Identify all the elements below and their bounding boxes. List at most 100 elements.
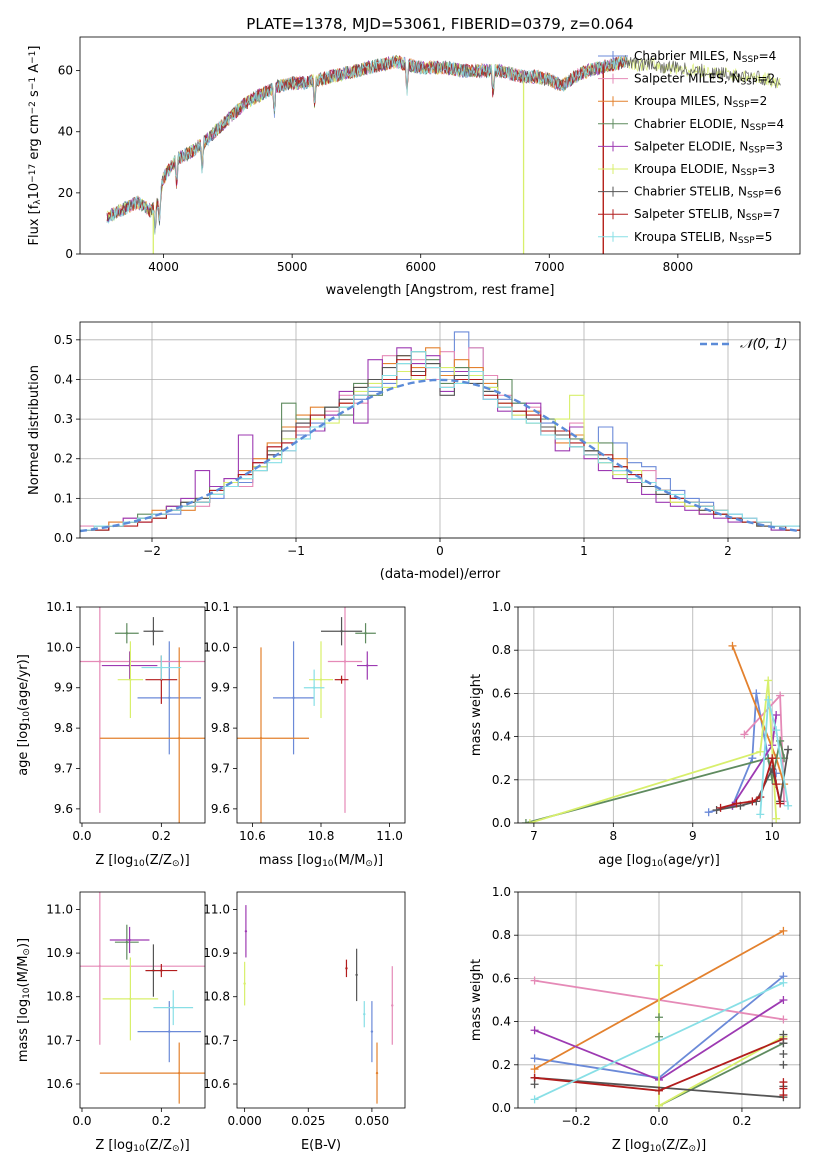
- spectrum-ylabel-part: Flux [f: [27, 204, 42, 245]
- z-weight-xlabel-part: Z [log: [612, 1138, 650, 1153]
- age-weight-ytick-label: 0.2: [492, 773, 511, 787]
- spectrum-ylabel-part: −1: [28, 77, 38, 90]
- spectrum-legend-label: Chabrier STELIB, NSSP=6: [634, 185, 782, 201]
- mass-age-xtick-label: 10.8: [308, 829, 335, 843]
- age-weight-marker: [784, 745, 793, 754]
- spectrum-legend-label-part: =2: [750, 94, 768, 108]
- z-weight-ytick-label: 0.2: [492, 1058, 511, 1072]
- age-weight-ytick-label: 0.0: [492, 816, 511, 830]
- spectrum-legend-label-part: Chabrier ELODIE, N: [634, 117, 750, 131]
- age-weight-marker: [764, 676, 773, 685]
- spectrum-legend-label-part: Salpeter STELIB, N: [634, 207, 746, 221]
- z-weight-marker: [779, 926, 788, 935]
- mass-age-xlabel-part: 10: [322, 859, 334, 869]
- z-age-frame: [79, 606, 206, 824]
- mass-age-frame: [236, 606, 406, 824]
- z-age-point: [168, 696, 171, 700]
- mass-age-xlabel-part: mass [log: [259, 853, 322, 868]
- z-weight-series-kroupa-stelib: [534, 981, 784, 1101]
- spectrum-ylabel-part: −1: [28, 51, 38, 64]
- age-weight-marker: [732, 799, 741, 808]
- z-mass-frame: [79, 891, 206, 1109]
- z-age-ytick-label: 9.6: [54, 802, 73, 816]
- mass-age-xlabel-part: (M/M: [334, 853, 366, 868]
- age-weight-xlabel-part: (age/yr)]: [663, 853, 720, 868]
- spectrum-model-kroupa-stelib: [106, 55, 627, 235]
- spectrum-xtick-label: 8000: [663, 260, 694, 274]
- z-mass-point: [129, 997, 132, 1001]
- mass-age-xtick-label: 11.0: [376, 829, 403, 843]
- age-weight-marker: [716, 803, 725, 812]
- z-age-xlabel: Z [log10(Z/Z⊙)]: [95, 853, 189, 869]
- z-weight-extra-marker: [779, 1060, 788, 1069]
- age-weight-ylabel: mass weight: [469, 674, 484, 756]
- age-weight-marker: [776, 691, 785, 700]
- spectrum-ylabel: Flux [fλ10−17 erg cm−2 s−1 A−1]: [27, 46, 43, 246]
- histogram-xtick-label: 0: [436, 544, 444, 558]
- z-age-ytick-label: 9.9: [54, 681, 73, 695]
- z-age-xlabel-part: )]: [180, 853, 190, 868]
- age-weight-xlabel-part: 10: [651, 859, 663, 869]
- age-weight-marker: [521, 819, 530, 823]
- ebv-mass-point: [363, 1012, 366, 1016]
- histogram-xtick-label: −1: [287, 544, 305, 558]
- mass-age-ytick-label: 9.7: [211, 761, 230, 775]
- histogram-xlabel: (data-model)/error: [380, 567, 501, 582]
- spectrum-legend-label-part: SSP: [746, 213, 763, 223]
- age-weight-ytick-label: 0.8: [492, 643, 511, 657]
- age-weight-marker: [752, 689, 761, 698]
- z-age-xlabel-part: (Z/Z: [145, 853, 172, 868]
- spectrum-xtick-label: 7000: [534, 260, 565, 274]
- age-weight-plot-area: [521, 641, 793, 823]
- age-weight-marker: [772, 780, 781, 789]
- z-age-point: [129, 678, 132, 681]
- spectrum-legend-label-part: Kroupa STELIB, N: [634, 230, 738, 244]
- z-mass-point: [128, 938, 131, 942]
- age-weight-ytick-label: 1.0: [492, 600, 511, 614]
- mass-age-ytick-label: 9.8: [211, 721, 230, 735]
- mass-age-panel: 10.6 10.8 11.0 9.6 9.7 9.8 9.9 10.0 10.1 mass [lo…: [203, 600, 406, 869]
- z-mass-ytick-label: 10.6: [46, 1077, 73, 1091]
- z-mass-xlabel-part: )]: [180, 1138, 190, 1153]
- z-age-ytick-label: 10.0: [46, 640, 73, 654]
- z-mass-ylabel-part: mass [log: [16, 999, 31, 1062]
- spectrum-legend-label-part: =7: [763, 207, 781, 221]
- spectrum-ylabel-part: erg cm: [27, 114, 42, 163]
- spectrum-legend-label-part: SSP: [748, 146, 765, 156]
- histogram-xtick-label: 2: [724, 544, 732, 558]
- age-weight-frame: [517, 606, 801, 824]
- histogram-xtick-label: −2: [143, 544, 161, 558]
- spectrum-ylabel-part: λ: [33, 199, 43, 205]
- spectrum-legend-label-part: SSP: [738, 236, 755, 246]
- z-mass-panel: 0.0 0.210.610.710.810.911.0Z [log10(Z/Z⊙)…: [16, 891, 206, 1154]
- z-mass-ytick-label: 11.0: [46, 902, 73, 916]
- histogram-frame: [79, 321, 801, 539]
- mass-age-point: [319, 678, 323, 681]
- z-age-xlabel-part: ⊙: [172, 859, 180, 869]
- mass-age-xlabel: mass [log10(M/M⊙)]: [259, 853, 383, 869]
- age-weight-series-kroupa-elodie: [529, 680, 778, 823]
- spectrum-legend-label-part: Salpeter ELODIE, N: [634, 139, 748, 153]
- ebv-mass-point: [355, 973, 358, 977]
- spectrum-ytick-label: 60: [58, 64, 73, 78]
- spectrum-xtick-label: 6000: [405, 260, 436, 274]
- z-age-point: [98, 660, 102, 663]
- z-age-panel: 0.0 0.29.69.79.89.910.010.1Z [log10(Z/Z⊙)…: [16, 600, 206, 869]
- spectrum-legend-label-part: =5: [755, 230, 773, 244]
- z-weight-xtick-label: 0.2: [732, 1114, 751, 1128]
- z-mass-ytick-label: 10.8: [46, 990, 73, 1004]
- ebv-mass-xlabel: E(B-V): [301, 1138, 341, 1153]
- histogram-ytick-label: 0.4: [54, 372, 73, 386]
- z-age-ytick-label: 9.7: [54, 761, 73, 775]
- z-weight-xlabel-part: )]: [696, 1138, 706, 1153]
- age-weight-marker: [740, 730, 749, 739]
- age-weight-marker: [525, 819, 534, 823]
- z-weight-marker: [655, 1101, 663, 1108]
- spectrum-ytick-label: 40: [58, 125, 73, 139]
- spectrum-legend-label-part: Kroupa MILES, N: [634, 94, 733, 108]
- z-age-point: [160, 666, 163, 669]
- mass-age-point: [366, 664, 369, 667]
- age-weight-xtick-label: 9: [689, 829, 697, 843]
- histogram-xtick-label: 1: [580, 544, 588, 558]
